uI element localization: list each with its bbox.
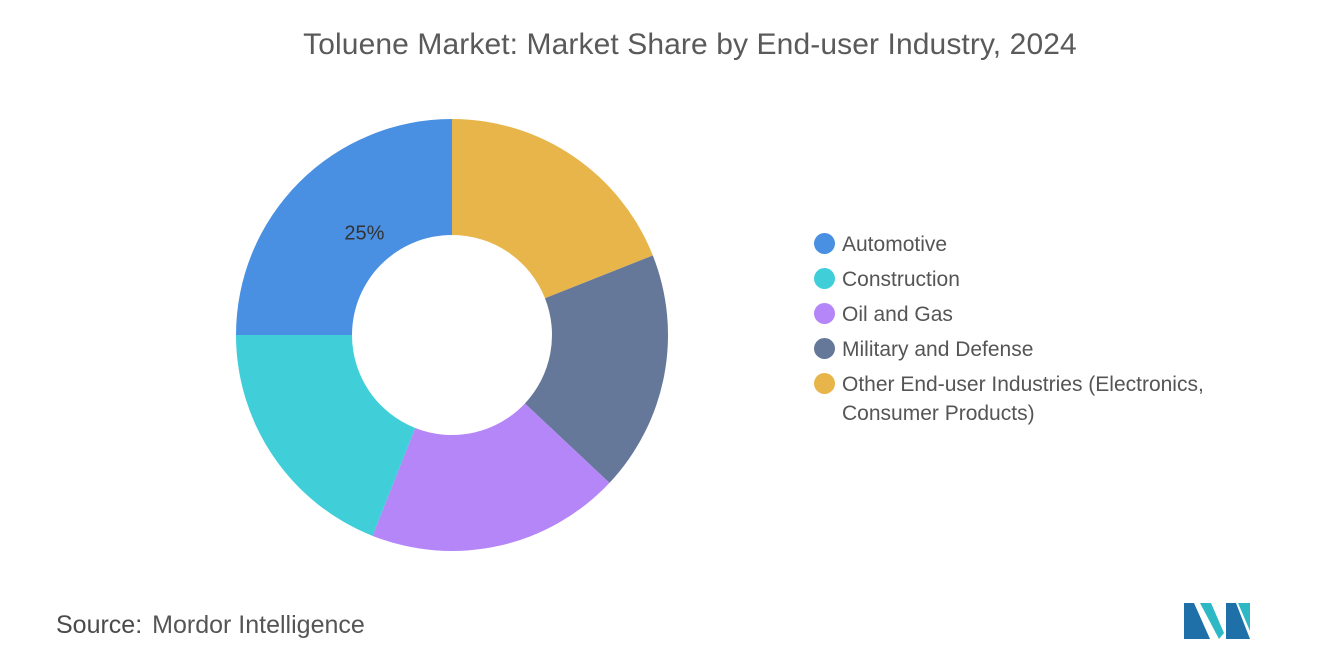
legend-item: Other End-user Industries (Electronics, … [814,370,1274,428]
chart-title: Toluene Market: Market Share by End-user… [303,28,1077,61]
chart-legend: Automotive Construction Oil and Gas Militar… [814,230,1274,434]
legend-label: Other End-user Industries (Electronics, … [842,373,1204,425]
mordor-intelligence-logo-icon [1184,603,1250,639]
donut-slice-oil [372,403,610,551]
donut-slice-automotive [236,119,452,335]
legend-label: Military and Defense [842,338,1034,361]
legend-label: Construction [842,268,960,291]
legend-item: Military and Defense [814,335,1274,364]
donut-slice-other [452,119,653,299]
logo-shape-right [1226,603,1250,639]
legend-label: Automotive [842,233,948,256]
legend-label: Oil and Gas [842,303,953,326]
donut-slice-construction [236,335,416,536]
legend-item: Automotive [814,230,1274,259]
legend-swatch [814,233,835,254]
source-label: Source: [56,611,143,639]
donut-chart: 25% [236,119,668,551]
legend-swatch [814,303,835,324]
source-value: Mordor Intelligence [152,611,365,639]
legend-swatch [814,268,835,289]
legend-item: Oil and Gas [814,300,1274,329]
logo-shape-left [1184,603,1210,639]
slice-data-label: 25% [344,223,384,245]
donut-slice-military [524,255,668,483]
legend-item: Construction [814,265,1274,294]
legend-swatch [814,338,835,359]
source-note: Source: Mordor Intelligence [56,611,365,640]
legend-swatch [814,373,835,394]
logo-shape-mid [1200,603,1224,639]
logo-shape-accent [1238,603,1250,631]
